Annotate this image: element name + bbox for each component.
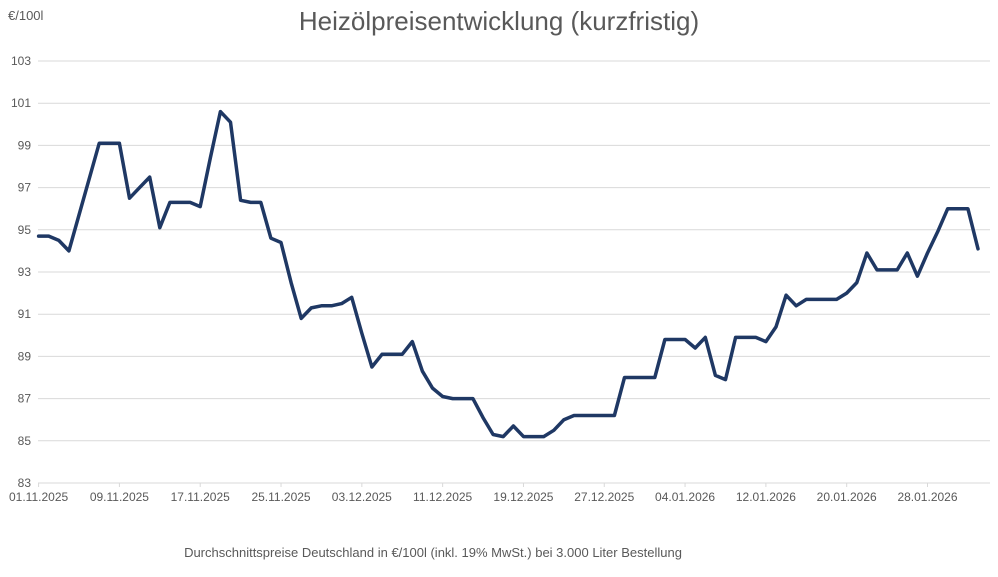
x-tick-label: 28.01.2026 bbox=[897, 490, 957, 504]
y-tick-label: 91 bbox=[18, 307, 32, 321]
y-tick-label: 95 bbox=[18, 223, 32, 237]
x-tick-label: 25.11.2025 bbox=[251, 490, 310, 504]
y-tick-label: 93 bbox=[18, 265, 32, 279]
x-tick-label: 27.12.2025 bbox=[574, 490, 634, 504]
y-tick-label: 87 bbox=[18, 392, 32, 406]
x-tick-label: 01.11.2025 bbox=[9, 490, 68, 504]
x-tick-label: 03.12.2025 bbox=[332, 490, 392, 504]
chart-subtitle: Durchschnittspreise Deutschland in €/100… bbox=[184, 545, 682, 560]
y-axis-unit-label: €/100l bbox=[8, 8, 44, 23]
x-tick-label: 09.11.2025 bbox=[90, 490, 149, 504]
x-tick-label: 04.01.2026 bbox=[655, 490, 715, 504]
x-tick-label: 11.12.2025 bbox=[413, 490, 472, 504]
x-tick-label: 20.01.2026 bbox=[817, 490, 877, 504]
chart-title: Heizölpreisentwicklung (kurzfristig) bbox=[298, 6, 700, 36]
y-tick-label: 85 bbox=[18, 434, 32, 448]
y-tick-label: 83 bbox=[18, 476, 32, 490]
y-tick-label: 97 bbox=[18, 181, 32, 195]
y-tick-label: 101 bbox=[11, 96, 31, 110]
y-tick-label: 89 bbox=[18, 349, 32, 363]
price-line bbox=[36, 109, 980, 439]
x-tick-label: 12.01.2026 bbox=[736, 490, 796, 504]
y-tick-label: 103 bbox=[11, 54, 31, 68]
y-tick-label: 99 bbox=[18, 138, 32, 152]
x-tick-label: 17.11.2025 bbox=[171, 490, 230, 504]
x-tick-label: 19.12.2025 bbox=[493, 490, 553, 504]
